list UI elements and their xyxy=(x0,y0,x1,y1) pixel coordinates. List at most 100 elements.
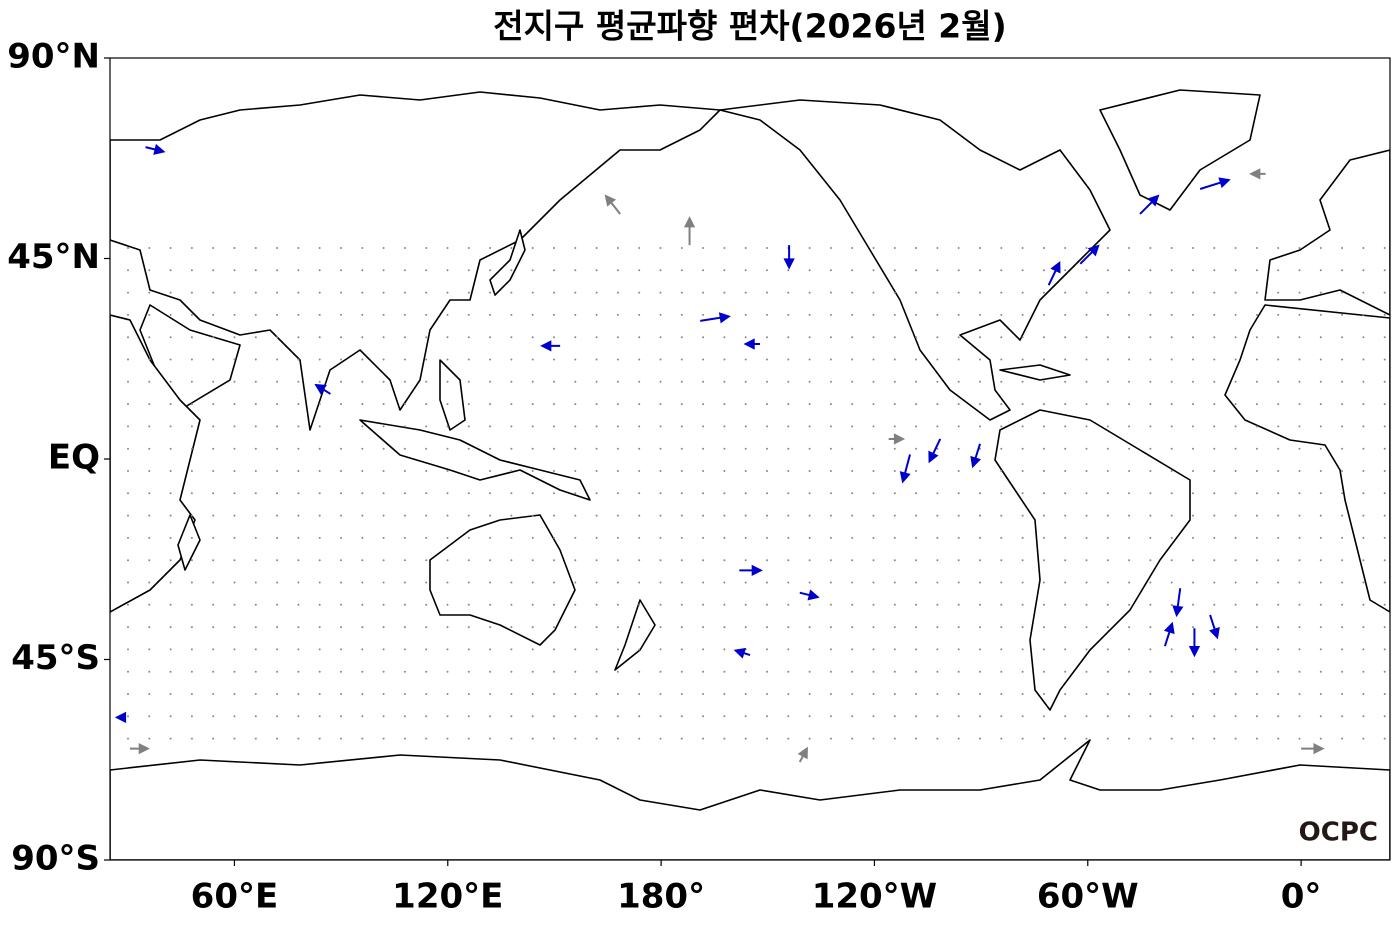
grid-dot xyxy=(169,336,172,339)
grid-dot xyxy=(595,559,598,562)
grid-dot xyxy=(1298,603,1301,606)
grid-dot xyxy=(190,447,193,450)
grid-dot xyxy=(340,313,342,316)
grid-dot xyxy=(616,380,619,383)
grid-dot xyxy=(638,313,641,316)
grid-dot xyxy=(127,380,129,383)
grid-dot xyxy=(829,492,832,495)
grid-dot xyxy=(680,247,683,249)
grid-dot xyxy=(297,581,300,584)
grid-dot xyxy=(361,336,364,339)
grid-dot xyxy=(702,737,705,740)
grid-dot xyxy=(127,291,129,294)
grid-dot xyxy=(936,313,939,316)
grid-dot xyxy=(1064,313,1067,316)
arrow-layer xyxy=(114,143,1325,763)
grid-dot xyxy=(595,648,598,651)
grid-dot xyxy=(1042,425,1045,428)
grid-dot xyxy=(829,737,832,740)
grid-dot xyxy=(766,247,768,249)
grid-dot xyxy=(1255,536,1258,539)
grid-dot xyxy=(595,291,598,294)
grid-dot xyxy=(127,514,129,517)
grid-dot xyxy=(425,247,428,249)
grid-dot xyxy=(169,425,172,428)
grid-dot xyxy=(787,536,790,539)
grid-dot xyxy=(616,514,619,517)
grid-dot xyxy=(893,737,896,740)
grid-dot xyxy=(1383,403,1386,406)
grid-dot xyxy=(553,581,555,584)
grid-dot xyxy=(936,648,939,651)
grid-dot xyxy=(1234,581,1237,584)
grid-dot xyxy=(1042,492,1045,495)
wave-arrow xyxy=(683,216,696,246)
grid-dot xyxy=(979,291,981,294)
grid-dot xyxy=(127,425,129,428)
grid-dot xyxy=(1021,247,1024,249)
grid-dot xyxy=(574,603,577,606)
grid-dot xyxy=(1192,737,1194,740)
grid-dot xyxy=(1341,380,1344,383)
grid-dot xyxy=(979,737,981,740)
grid-dot xyxy=(254,648,257,651)
grid-dot xyxy=(915,247,918,249)
grid-dot xyxy=(1042,358,1045,361)
grid-dot xyxy=(1128,626,1131,629)
grid-dot xyxy=(1106,559,1109,562)
grid-dot xyxy=(574,559,577,562)
grid-dot xyxy=(467,358,470,361)
grid-dot xyxy=(659,470,662,472)
grid-dot xyxy=(872,247,875,249)
grid-dot xyxy=(1000,247,1003,249)
grid-dot xyxy=(361,470,364,472)
grid-dot xyxy=(446,715,449,718)
grid-dot xyxy=(169,603,172,606)
grid-dot xyxy=(787,715,790,718)
grid-dot xyxy=(893,247,896,249)
grid-dot xyxy=(1085,403,1088,406)
grid-dot xyxy=(446,425,449,428)
grid-dot xyxy=(936,470,939,472)
grid-dot xyxy=(1000,380,1003,383)
grid-dot xyxy=(680,670,683,673)
grid-dot xyxy=(1277,581,1280,584)
grid-dot xyxy=(1319,715,1322,718)
grid-dot xyxy=(1298,247,1301,249)
grid-dot xyxy=(254,492,257,495)
grid-dot xyxy=(297,536,300,539)
grid-dot xyxy=(446,447,449,450)
grid-dot xyxy=(318,336,321,339)
grid-dot xyxy=(1170,425,1173,428)
grid-dot xyxy=(893,470,896,472)
grid-dot xyxy=(382,313,385,316)
grid-dot xyxy=(979,559,981,562)
grid-dot xyxy=(531,648,534,651)
grid-dot xyxy=(872,514,875,517)
grid-dot xyxy=(361,670,364,673)
grid-dot xyxy=(233,291,236,294)
grid-dot xyxy=(403,536,406,539)
grid-dot xyxy=(766,425,768,428)
grid-dot xyxy=(1234,715,1237,718)
grid-dot xyxy=(766,403,768,406)
grid-dot xyxy=(1021,313,1024,316)
grid-dot xyxy=(467,492,470,495)
grid-dot xyxy=(1042,737,1045,740)
grid-dot xyxy=(169,313,172,316)
grid-dot xyxy=(1341,291,1344,294)
grid-dot xyxy=(766,470,768,472)
grid-dot xyxy=(595,514,598,517)
grid-dot xyxy=(340,492,342,495)
grid-dot xyxy=(446,291,449,294)
grid-dot xyxy=(1149,269,1152,272)
grid-dot xyxy=(638,247,641,249)
grid-dot xyxy=(254,693,257,695)
grid-dot xyxy=(851,470,854,472)
grid-dot xyxy=(766,536,768,539)
grid-dot xyxy=(1106,670,1109,673)
grid-dot xyxy=(659,514,662,517)
grid-dot xyxy=(254,715,257,718)
wave-arrow xyxy=(899,454,911,484)
grid-dot xyxy=(1213,247,1216,249)
